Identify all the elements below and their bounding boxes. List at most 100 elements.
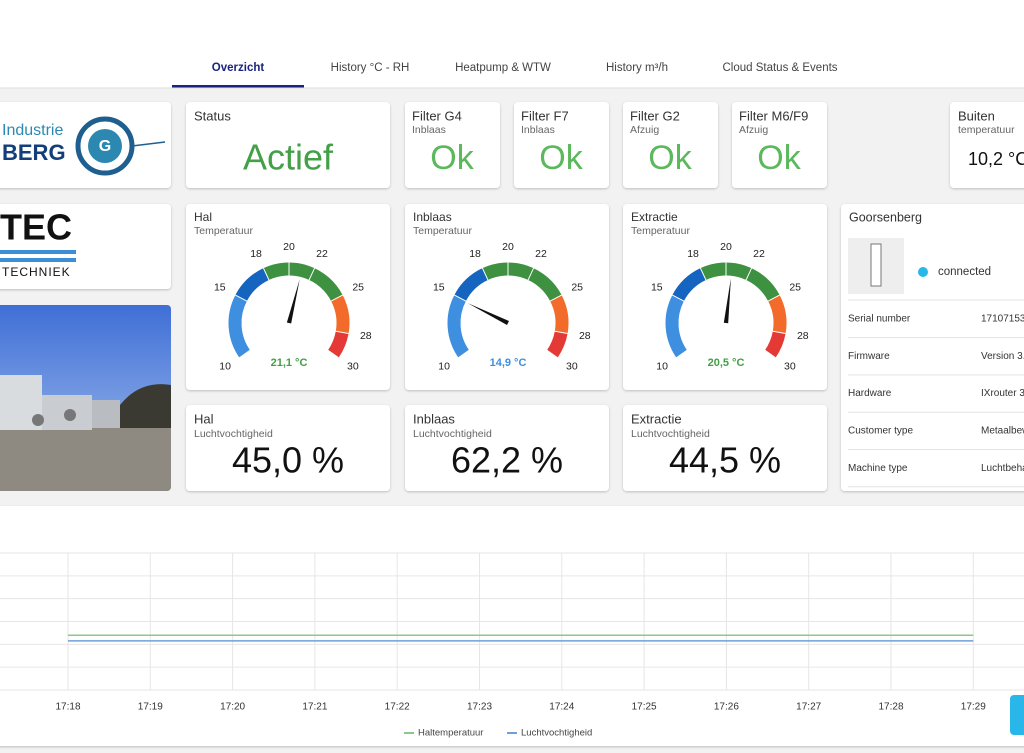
card	[186, 102, 390, 188]
gauge-tick-label: 25	[571, 282, 583, 294]
legend-label[interactable]: Haltemperatuur	[418, 728, 483, 739]
x-tick-label: 17:27	[796, 702, 821, 713]
logo-card	[0, 204, 171, 289]
filter-value: Ok	[648, 139, 692, 177]
gauge-band	[330, 295, 350, 334]
logo-wave	[0, 250, 76, 254]
gauge-tick	[767, 294, 781, 302]
device-label: Hardware	[848, 388, 892, 399]
gauge-tick-label: 22	[316, 248, 328, 260]
gauge-tick	[335, 330, 350, 335]
gauge-tick	[671, 294, 685, 302]
x-tick-label: 17:26	[714, 702, 739, 713]
gauge-tick	[745, 267, 753, 281]
device-value: IXrouter 3	[981, 388, 1024, 399]
gauge-tick	[527, 267, 535, 281]
card-title: Inblaas	[413, 411, 455, 426]
gauge-tick	[457, 349, 470, 359]
device-value: Metaalbew	[981, 426, 1024, 437]
logo-text: TECHNIEK	[2, 265, 71, 279]
card-subtitle: Luchtvochtigheid	[413, 428, 492, 440]
gauge-tick-label: 28	[797, 330, 809, 342]
logo-card	[0, 102, 171, 188]
gauge-tick	[327, 349, 340, 359]
line-chart: 17:18 17:19 17:20 17:21 17:22 17:23 17:24 17:25…	[0, 552, 1024, 739]
logo-text: Industrie	[2, 122, 63, 139]
card	[405, 405, 609, 491]
gauge-tick-label: 15	[433, 282, 445, 294]
card-title: Filter G4	[412, 108, 462, 123]
tab[interactable]: Heatpump & WTW	[455, 62, 551, 74]
card-title: Status	[194, 108, 231, 123]
gauge-band	[263, 262, 343, 302]
action-button[interactable]	[1010, 695, 1024, 735]
card-title: Filter M6/F9	[739, 108, 808, 123]
gauge-tick	[481, 267, 489, 281]
logo-core	[88, 129, 122, 163]
chart-panel	[0, 506, 1024, 746]
gauge-tick-label: 10	[656, 360, 668, 372]
gauge-tick-label: 30	[784, 360, 796, 372]
x-tick-label: 17:19	[138, 702, 163, 713]
x-tick-label: 17:22	[385, 702, 410, 713]
gauge-tick	[764, 349, 777, 359]
tab[interactable]: History °C - RH	[331, 62, 410, 74]
gauge-tick	[699, 267, 707, 281]
gauge-tick	[308, 267, 316, 281]
filter-value: Ok	[430, 139, 474, 177]
gauge-tick-label: 18	[687, 248, 699, 260]
card-subtitle: Temperatuur	[413, 225, 472, 237]
gauge-tick-label: 15	[214, 282, 226, 294]
card-title: Filter F7	[521, 108, 569, 123]
logo-wave	[0, 258, 76, 262]
card-title: Goorsenberg	[849, 210, 922, 224]
gauge-tick	[238, 349, 251, 359]
tab[interactable]: Cloud Status & Events	[722, 62, 837, 74]
gauge-band	[549, 295, 569, 334]
tab[interactable]: History m³/h	[606, 62, 668, 74]
x-tick-label: 17:20	[220, 702, 245, 713]
x-tick-label: 17:18	[55, 702, 80, 713]
gauge-tick-label: 22	[535, 248, 547, 260]
device-label: Machine type	[848, 463, 908, 474]
gauge-band	[665, 295, 688, 358]
device-icon-body	[870, 243, 882, 287]
gauge-band	[454, 268, 489, 302]
gauge-tick-label: 10	[219, 360, 231, 372]
gauge-needle	[286, 279, 300, 324]
tab-indicator	[172, 85, 304, 88]
card	[623, 405, 827, 491]
gauge-band	[235, 268, 270, 302]
card-title: Buiten	[958, 108, 995, 123]
gauge-tick	[453, 294, 467, 302]
gauge-needle	[723, 278, 731, 324]
card	[514, 102, 609, 188]
card-subtitle: Temperatuur	[194, 225, 253, 237]
status-dot	[918, 267, 928, 277]
card	[732, 102, 827, 188]
card-title: Filter G2	[630, 108, 680, 123]
filter-value: Ok	[539, 139, 583, 177]
gauge-tick-label: 15	[651, 282, 663, 294]
device-value: 17107153	[981, 314, 1024, 325]
card	[950, 102, 1024, 188]
gauge-value: 20,5 °C	[708, 357, 745, 369]
gauge-band	[700, 262, 780, 302]
card-subtitle: Luchtvochtigheid	[631, 428, 710, 440]
device-label: Customer type	[848, 426, 913, 437]
device-value: Version 3.	[981, 351, 1024, 362]
logo-mark: G	[99, 138, 111, 155]
tab[interactable]: Overzicht	[212, 62, 265, 74]
tab-bar: Overzicht History °C - RH Heatpump & WTW Hi…	[172, 62, 838, 88]
card-subtitle: Inblaas	[412, 124, 446, 136]
gauge-tick-label: 10	[438, 360, 450, 372]
gauge-tick-label: 30	[566, 360, 578, 372]
photo	[0, 305, 171, 491]
legend-label[interactable]: Luchtvochtigheid	[521, 728, 592, 739]
x-tick-label: 17:29	[961, 702, 986, 713]
x-tick-label: 17:28	[878, 702, 903, 713]
gauge-tick	[772, 330, 787, 335]
gauge-band	[228, 295, 251, 358]
